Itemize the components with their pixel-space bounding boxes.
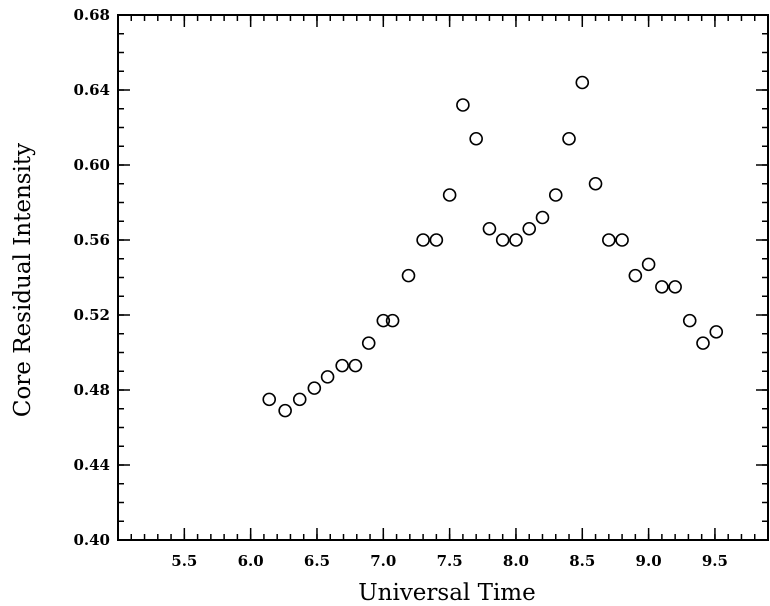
y-tick-label: 0.40 bbox=[73, 531, 110, 549]
x-tick-label: 9.0 bbox=[636, 552, 662, 570]
data-point bbox=[602, 233, 616, 247]
data-point bbox=[615, 233, 629, 247]
x-axis-title: Universal Time bbox=[358, 580, 535, 606]
plot-frame bbox=[117, 14, 769, 541]
data-point bbox=[641, 257, 656, 272]
data-point bbox=[320, 370, 335, 384]
data-point bbox=[307, 381, 322, 395]
y-tick-label: 0.44 bbox=[73, 456, 110, 474]
x-tick-labels: 5.5 6.0 6.5 7.0 7.5 8.0 8.5 9.0 9.5 bbox=[171, 552, 728, 570]
data-point bbox=[401, 268, 416, 283]
x-tick-label: 7.0 bbox=[370, 552, 396, 570]
data-point bbox=[348, 358, 363, 373]
data-point bbox=[655, 280, 669, 294]
data-point bbox=[682, 313, 697, 328]
x-tick-label: 7.5 bbox=[437, 552, 463, 570]
data-point bbox=[509, 233, 523, 247]
data-point bbox=[456, 98, 470, 112]
data-point bbox=[522, 221, 537, 236]
y-tick-label: 0.64 bbox=[73, 81, 110, 99]
data-point bbox=[575, 75, 590, 90]
x-tick-label: 6.5 bbox=[304, 552, 330, 570]
data-point bbox=[495, 233, 510, 247]
data-point bbox=[668, 280, 682, 294]
x-tick-label: 9.5 bbox=[702, 552, 728, 570]
y-tick-label: 0.68 bbox=[73, 6, 110, 24]
data-point bbox=[442, 188, 457, 202]
x-tick-label: 5.5 bbox=[171, 552, 197, 570]
data-point bbox=[429, 233, 444, 247]
data-point bbox=[482, 221, 497, 236]
data-point bbox=[709, 325, 724, 339]
x-tick-label: 8.0 bbox=[503, 552, 529, 570]
data-point bbox=[416, 233, 430, 247]
minor-ticks bbox=[118, 14, 769, 541]
data-points bbox=[262, 75, 724, 418]
data-point bbox=[562, 131, 576, 146]
data-point bbox=[588, 176, 603, 191]
major-ticks bbox=[118, 14, 768, 541]
x-tick-label: 8.5 bbox=[569, 552, 595, 570]
data-point bbox=[535, 210, 550, 225]
x-tick-label: 6.0 bbox=[238, 552, 264, 570]
data-point bbox=[361, 336, 376, 350]
data-point bbox=[376, 313, 391, 328]
data-point bbox=[292, 392, 307, 407]
data-point bbox=[628, 268, 643, 283]
y-tick-label: 0.48 bbox=[73, 381, 110, 399]
y-tick-label: 0.52 bbox=[73, 306, 110, 324]
y-tick-label: 0.56 bbox=[73, 231, 110, 249]
data-point bbox=[278, 403, 292, 418]
y-tick-labels: 0.40 0.44 0.48 0.52 0.56 0.60 0.64 0.68 bbox=[73, 6, 110, 549]
data-point bbox=[469, 131, 483, 146]
data-point bbox=[262, 392, 277, 407]
data-point bbox=[548, 188, 563, 202]
data-point bbox=[335, 358, 349, 373]
data-point bbox=[385, 313, 400, 328]
data-point bbox=[696, 336, 710, 350]
y-axis-title: Core Residual Intensity bbox=[10, 143, 36, 417]
y-tick-label: 0.60 bbox=[73, 156, 110, 174]
